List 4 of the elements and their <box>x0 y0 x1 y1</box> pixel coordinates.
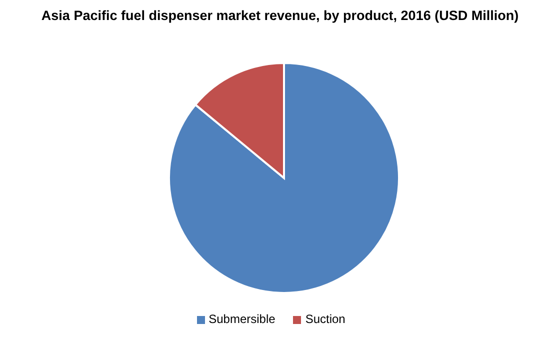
legend-label: Submersible <box>208 312 276 326</box>
pie-slice <box>168 62 400 294</box>
legend-label: Suction <box>305 312 346 326</box>
chart-title: Asia Pacific fuel dispenser market revenue, by product, 2016 (USD Million) <box>40 8 520 23</box>
